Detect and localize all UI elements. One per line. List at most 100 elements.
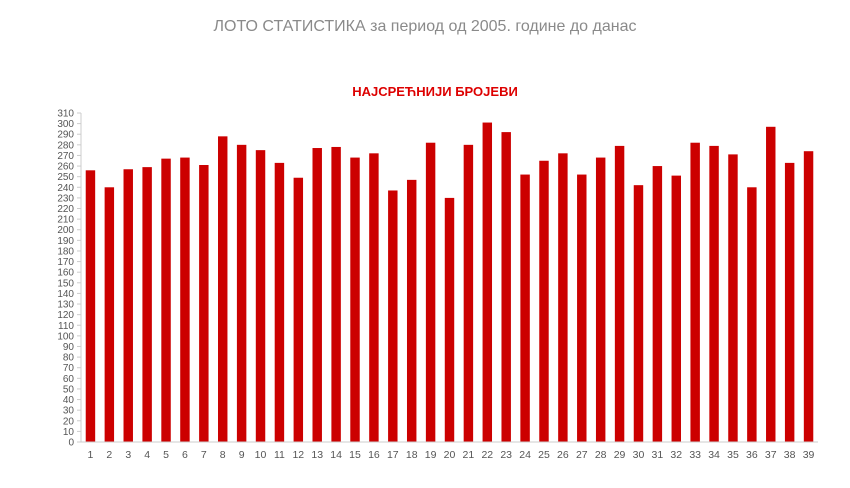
- x-tick-label: 12: [292, 449, 304, 461]
- x-tick-label: 13: [311, 449, 323, 461]
- x-tick-label: 22: [481, 449, 493, 461]
- bar-39: [803, 151, 814, 442]
- x-tick-label: 4: [144, 449, 150, 461]
- x-tick-label: 10: [255, 449, 267, 461]
- y-tick-label: 50: [63, 384, 75, 395]
- bar-26: [558, 153, 568, 442]
- y-tick-label: 190: [57, 236, 74, 247]
- y-tick-label: 230: [57, 193, 74, 204]
- bar-3: [123, 169, 133, 442]
- bar-15: [350, 157, 360, 442]
- y-tick-label: 270: [57, 151, 74, 162]
- y-tick-label: 20: [63, 416, 75, 427]
- y-tick-label: 300: [57, 119, 74, 130]
- bar-22: [482, 122, 493, 443]
- x-tick-label: 31: [652, 449, 664, 461]
- bar-29: [614, 145, 625, 442]
- x-axis: 1 2 3 4 5 6 7 8 9 10 11 12 13 14 15 16 17 18 19 20 21 22 23 24 2…: [81, 441, 818, 461]
- x-tick-label: 11: [274, 449, 285, 461]
- bar-11: [274, 162, 285, 442]
- y-tick-label: 210: [57, 215, 74, 226]
- y-tick-label: 70: [63, 363, 75, 374]
- bar-37: [766, 126, 776, 442]
- y-tick-label: 10: [63, 427, 75, 438]
- bar-38: [784, 162, 795, 442]
- bar-27: [577, 174, 587, 442]
- bar-10: [255, 150, 266, 443]
- page-title: ЛОТО СТАТИСТИКА за период од 2005. годин…: [213, 18, 637, 35]
- x-tick-label: 8: [220, 449, 226, 461]
- bar-33: [690, 142, 700, 442]
- x-tick-label: 24: [519, 449, 531, 461]
- y-tick-label: 280: [57, 140, 74, 151]
- x-tick-label: 20: [444, 449, 456, 461]
- bar-12: [293, 177, 304, 442]
- bar-34: [709, 145, 719, 442]
- x-tick-label: 1: [88, 449, 94, 461]
- y-tick-label: 160: [57, 268, 74, 279]
- x-tick-label: 6: [182, 449, 188, 461]
- y-tick-label: 40: [63, 395, 75, 406]
- x-tick-label: 36: [746, 449, 758, 461]
- bar-2: [104, 187, 115, 442]
- y-tick-label: 0: [68, 438, 74, 449]
- bars: [85, 122, 814, 443]
- y-tick-label: 180: [57, 246, 74, 257]
- y-tick-label: 100: [57, 331, 74, 342]
- x-tick-label: 18: [406, 449, 418, 461]
- bar-32: [671, 175, 681, 442]
- x-tick-label: 32: [670, 449, 682, 461]
- bar-4: [142, 167, 152, 443]
- y-tick-label: 110: [58, 321, 74, 332]
- x-tick-label: 29: [614, 449, 626, 461]
- x-tick-label: 19: [425, 449, 437, 461]
- y-tick-label: 200: [57, 225, 74, 236]
- y-tick-label: 290: [57, 130, 74, 141]
- y-tick-label: 150: [57, 278, 74, 289]
- x-tick-label: 17: [387, 449, 399, 461]
- bar-24: [520, 174, 530, 442]
- bar-35: [728, 154, 738, 442]
- bar-25: [539, 160, 549, 443]
- bar-7: [199, 165, 209, 442]
- bar-21: [463, 144, 474, 442]
- bar-14: [331, 146, 341, 442]
- y-tick-label: 80: [63, 353, 75, 364]
- bar-17: [388, 190, 398, 442]
- bar-18: [406, 179, 417, 442]
- x-tick-label: 28: [595, 449, 607, 461]
- bar-1: [85, 170, 96, 442]
- x-tick-label: 33: [689, 449, 701, 461]
- y-tick-label: 170: [57, 257, 74, 268]
- x-tick-label: 21: [463, 449, 475, 461]
- x-tick-label: 16: [368, 449, 380, 461]
- bar-31: [652, 166, 663, 442]
- x-tick-label: 23: [500, 449, 512, 461]
- bar-9: [236, 144, 247, 442]
- x-tick-label: 30: [633, 449, 645, 461]
- bar-19: [425, 142, 436, 442]
- x-tick-label: 35: [727, 449, 739, 461]
- bar-8: [218, 136, 228, 442]
- bar-23: [501, 132, 511, 443]
- y-tick-label: 250: [57, 172, 74, 183]
- y-tick-label: 140: [57, 289, 74, 300]
- x-tick-label: 2: [106, 449, 112, 461]
- x-tick-label: 5: [163, 449, 169, 461]
- x-tick-label: 3: [125, 449, 131, 461]
- chart-title: НАЈСРЕЋНИЈИ БРОЈЕВИ: [352, 84, 518, 99]
- bar-13: [312, 148, 322, 442]
- y-tick-label: 220: [57, 204, 74, 215]
- y-axis: 0102030405060708090100110120130140150160…: [57, 109, 82, 449]
- y-tick-label: 120: [57, 310, 74, 321]
- x-tick-label: 7: [201, 449, 207, 461]
- x-tick-label: 39: [803, 449, 815, 461]
- y-tick-label: 60: [63, 374, 75, 385]
- bar-36: [747, 187, 757, 442]
- x-tick-label: 38: [784, 449, 796, 461]
- bar-5: [161, 158, 171, 442]
- x-tick-label: 25: [538, 449, 550, 461]
- bar-30: [633, 185, 644, 443]
- x-tick-label: 14: [330, 449, 342, 461]
